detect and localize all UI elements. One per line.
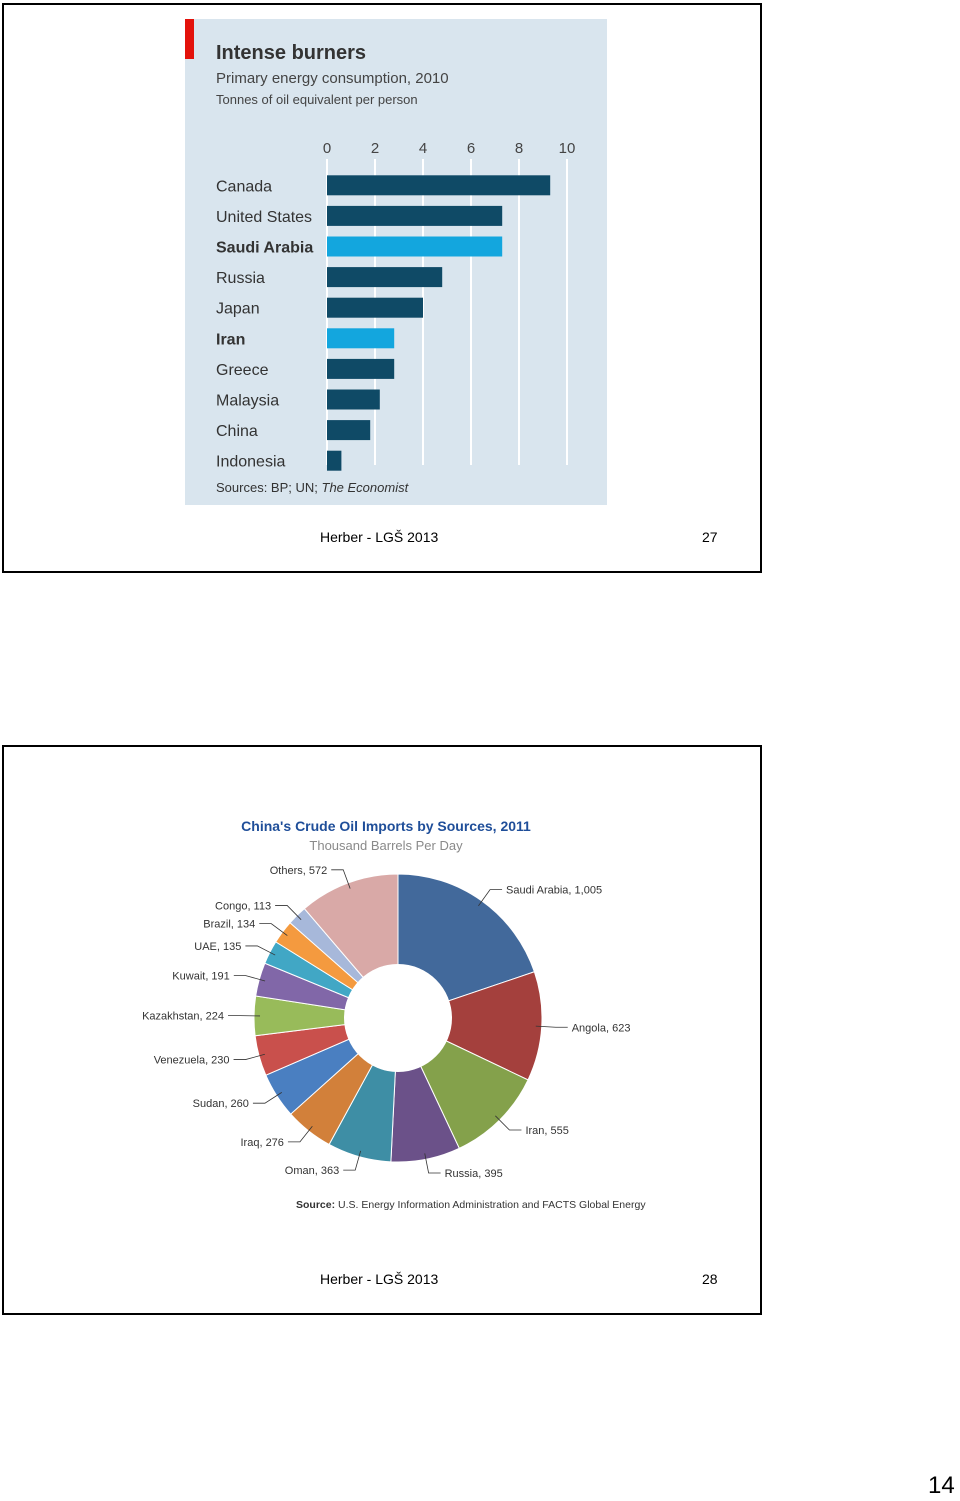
donut-hole	[344, 964, 452, 1072]
category-label: China	[216, 423, 258, 440]
chart-source: Sources: BP; UN; The Economist	[216, 480, 410, 495]
slice-label: Russia, 395	[445, 1168, 503, 1180]
slice-label: Kazakhstan, 224	[142, 1011, 224, 1023]
page-number: 14	[928, 1472, 955, 1499]
slice-label: Iran, 555	[525, 1125, 568, 1137]
slice-label: Venezuela, 230	[154, 1055, 230, 1067]
source-text: U.S. Energy Information Administration a…	[338, 1199, 646, 1211]
leader-line	[331, 869, 351, 889]
tick-labels: 0 2 4 6 8 10	[323, 140, 576, 157]
slice-labels: Saudi Arabia, 1,005 Angola, 623 Iran, 555 R…	[142, 865, 630, 1180]
leader-line	[287, 1125, 313, 1143]
slide-number: 28	[702, 1271, 718, 1287]
footer-author: Herber - LGŠ 2013	[320, 1271, 439, 1287]
bar	[327, 389, 380, 410]
bar	[327, 236, 503, 257]
slice-label: Saudi Arabia, 1,005	[506, 885, 602, 897]
leader-line	[275, 905, 302, 920]
slice-label: Brazil, 134	[203, 919, 255, 931]
chart-subtitle: Primary energy consumption, 2010	[216, 70, 449, 87]
leader-line	[343, 1150, 362, 1171]
slice-label: Congo, 113	[215, 900, 271, 912]
bar	[327, 175, 551, 196]
tick-label: 10	[559, 140, 576, 157]
tick-label: 2	[371, 140, 379, 157]
tick-label: 8	[515, 140, 523, 157]
slice-label: Angola, 623	[572, 1022, 631, 1034]
bar	[327, 297, 423, 318]
category-label: Russia	[216, 270, 265, 287]
tick-label: 4	[419, 140, 427, 157]
category-label: Japan	[216, 301, 260, 318]
category-label: Canada	[216, 178, 272, 195]
chart-unit-label: Tonnes of oil equivalent per person	[216, 92, 418, 107]
bar	[327, 328, 395, 349]
slice-label: Iraq, 276	[241, 1137, 284, 1149]
leader-line	[259, 923, 288, 936]
chart-source: Source: U.S. Energy Information Administ…	[296, 1199, 646, 1211]
chart-title: China's Crude Oil Imports by Sources, 20…	[241, 818, 531, 834]
category-label: Saudi Arabia	[216, 240, 313, 257]
source-italic: The Economist	[322, 480, 410, 495]
leader-line	[252, 1092, 282, 1104]
chart-panel-background	[185, 19, 607, 505]
bar	[327, 420, 371, 441]
leader-line	[535, 1025, 568, 1028]
slide-27: Intense burners Primary energy consumpti…	[2, 3, 762, 573]
chart-subtitle: Thousand Barrels Per Day	[309, 838, 463, 853]
tick-label: 0	[323, 140, 331, 157]
category-label: United States	[216, 209, 312, 226]
bar	[327, 205, 503, 226]
tick-label: 6	[467, 140, 475, 157]
leader-line	[424, 1153, 441, 1174]
bar	[327, 358, 395, 379]
category-label: Greece	[216, 362, 269, 379]
accent-mark	[185, 19, 194, 59]
bar-rows: Canada United States Saudi Arabia Russia Jap…	[216, 175, 551, 471]
slide-number: 27	[702, 529, 718, 545]
slice-label: UAE, 135	[194, 941, 241, 953]
chart-title: Intense burners	[216, 42, 366, 64]
slice-label: Kuwait, 191	[172, 971, 229, 983]
donut-chart: China's Crude Oil Imports by Sources, 20…	[142, 818, 646, 1211]
source-label: Source:	[296, 1199, 335, 1211]
slide-28: China's Crude Oil Imports by Sources, 20…	[2, 745, 762, 1315]
slice-label: Others, 572	[270, 865, 327, 877]
slice-label: Oman, 363	[285, 1165, 339, 1177]
leader-line	[478, 889, 503, 907]
category-label: Indonesia	[216, 454, 285, 471]
bar	[327, 267, 443, 288]
footer-author: Herber - LGŠ 2013	[320, 529, 439, 545]
category-label: Malaysia	[216, 393, 279, 410]
slice-label: Sudan, 260	[193, 1098, 249, 1110]
leader-line	[233, 975, 266, 982]
source-label: Sources: BP; UN;	[216, 480, 318, 495]
bar-chart: Intense burners Primary energy consumpti…	[185, 19, 607, 505]
leader-line	[495, 1115, 522, 1131]
bar	[327, 450, 342, 471]
leader-line	[245, 945, 276, 956]
leader-line	[233, 1053, 265, 1060]
category-label: Iran	[216, 331, 245, 348]
